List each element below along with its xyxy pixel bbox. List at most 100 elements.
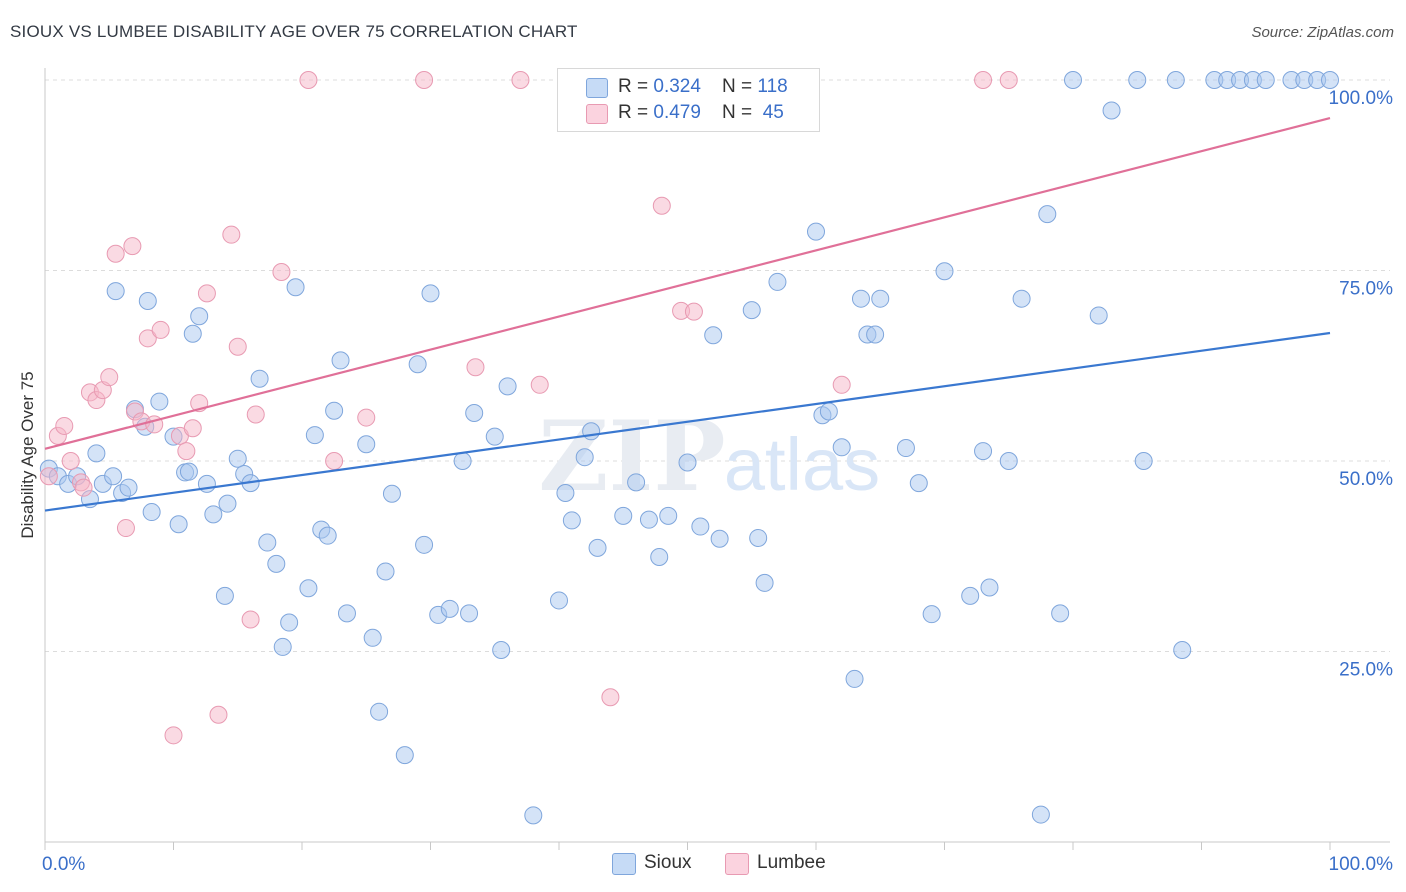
- data-point-sioux: [318, 526, 337, 545]
- data-point-sioux: [190, 307, 209, 326]
- stats-legend: R = 0.324 N = 118 R = 0.479 N = 45: [557, 68, 820, 132]
- chart-title: SIOUX VS LUMBEE DISABILITY AGE OVER 75 C…: [10, 22, 578, 41]
- data-point-lumbee: [601, 688, 620, 707]
- data-point-lumbee: [272, 263, 291, 282]
- legend-text-sioux: R = 0.324 N = 118: [618, 76, 788, 98]
- data-point-sioux: [1031, 805, 1050, 824]
- legend-r-label: R =: [618, 76, 654, 97]
- source-label: Source: ZipAtlas.com: [1251, 24, 1394, 41]
- data-point-sioux: [204, 505, 223, 524]
- data-point-sioux: [1102, 101, 1121, 120]
- y-tick-label: 50.0%: [1339, 469, 1393, 490]
- data-point-sioux: [961, 586, 980, 605]
- data-point-sioux: [1064, 71, 1082, 89]
- data-point-sioux: [659, 506, 678, 525]
- data-point-sioux: [1089, 306, 1108, 325]
- y-tick-label: 75.0%: [1339, 279, 1393, 300]
- axes: [44, 68, 1390, 850]
- data-point-lumbee: [832, 375, 851, 394]
- data-point-sioux: [215, 586, 234, 605]
- grid-lines: [45, 79, 1390, 652]
- data-point-lumbee: [116, 519, 135, 538]
- data-point-sioux: [325, 401, 344, 420]
- data-point-sioux: [851, 289, 870, 308]
- data-point-lumbee: [246, 405, 265, 424]
- y-tick-label: 25.0%: [1339, 660, 1393, 681]
- data-point-sioux: [331, 351, 350, 370]
- data-point-sioux: [183, 324, 202, 343]
- data-point-lumbee: [684, 302, 703, 321]
- tick-labels: 25.0% 50.0% 75.0% 100.0% 0.0% 100.0%: [42, 88, 1393, 875]
- data-point-lumbee: [151, 320, 170, 339]
- data-point-lumbee: [466, 358, 485, 377]
- data-point-sioux: [896, 439, 915, 458]
- data-point-sioux: [299, 579, 318, 598]
- data-point-lumbee: [183, 419, 202, 438]
- trend-lines: [44, 117, 1331, 512]
- data-point-lumbee: [209, 705, 228, 724]
- data-point-sioux: [999, 452, 1018, 470]
- data-point-lumbee: [415, 71, 434, 89]
- data-point-lumbee: [74, 478, 93, 497]
- data-point-lumbee: [39, 467, 58, 486]
- data-point-lumbee: [123, 237, 142, 256]
- data-point-lumbee: [974, 71, 993, 89]
- data-point-sioux: [639, 510, 658, 529]
- data-point-sioux: [305, 426, 324, 445]
- data-point-sioux: [460, 604, 479, 623]
- data-point-sioux: [150, 392, 169, 411]
- data-point-sioux: [1051, 604, 1070, 623]
- legend-n-label: N =: [722, 76, 758, 97]
- data-point-sioux: [614, 506, 633, 525]
- data-point-sioux: [550, 591, 568, 610]
- data-point-sioux: [465, 403, 484, 422]
- data-point-lumbee: [241, 610, 260, 629]
- data-point-sioux: [1128, 71, 1147, 89]
- legend-n-value: 118: [757, 76, 788, 97]
- legend-r-value: 0.324: [653, 76, 701, 97]
- data-point-lumbee: [106, 244, 125, 263]
- data-point-sioux: [1256, 71, 1275, 89]
- data-point-sioux: [980, 578, 999, 597]
- data-point-lumbee: [357, 408, 376, 427]
- data-point-sioux: [106, 282, 125, 301]
- data-point-sioux: [376, 562, 395, 581]
- data-point-sioux: [1012, 289, 1031, 308]
- data-point-sioux: [845, 669, 864, 688]
- data-point-sioux: [415, 535, 434, 554]
- data-point-sioux: [627, 473, 646, 492]
- data-point-sioux: [1038, 205, 1057, 224]
- data-point-sioux: [395, 746, 414, 765]
- data-point-sioux: [704, 326, 723, 345]
- data-point-sioux: [267, 554, 286, 573]
- data-point-sioux: [337, 604, 356, 623]
- data-point-lumbee: [138, 329, 157, 348]
- data-point-sioux: [755, 573, 774, 592]
- legend-text-lumbee: R = 0.479 N = 45: [618, 102, 784, 124]
- data-point-lumbee: [530, 375, 549, 394]
- data-point-sioux: [286, 278, 305, 297]
- data-point-sioux: [588, 538, 607, 557]
- data-point-sioux: [498, 377, 517, 396]
- series-lumbee-points: [39, 71, 1018, 745]
- data-point-lumbee: [61, 452, 80, 470]
- legend-swatch-sioux: [586, 78, 608, 98]
- y-tick-label: 100.0%: [1329, 88, 1394, 109]
- data-point-sioux: [421, 284, 440, 303]
- data-point-sioux: [562, 511, 581, 530]
- bottom-legend-label-sioux: Sioux: [644, 852, 692, 873]
- data-point-sioux: [974, 442, 993, 461]
- data-point-lumbee: [100, 368, 119, 387]
- data-point-sioux: [370, 702, 389, 721]
- x-tick-label: 100.0%: [1329, 854, 1394, 875]
- data-point-sioux: [357, 435, 376, 454]
- data-point-sioux: [142, 503, 161, 522]
- data-point-sioux: [453, 452, 472, 470]
- data-point-sioux: [650, 548, 669, 567]
- data-point-lumbee: [164, 726, 183, 745]
- data-point-sioux: [678, 453, 697, 472]
- data-point-sioux: [1321, 71, 1339, 89]
- data-point-sioux: [408, 355, 427, 374]
- series-sioux-points: [39, 71, 1339, 825]
